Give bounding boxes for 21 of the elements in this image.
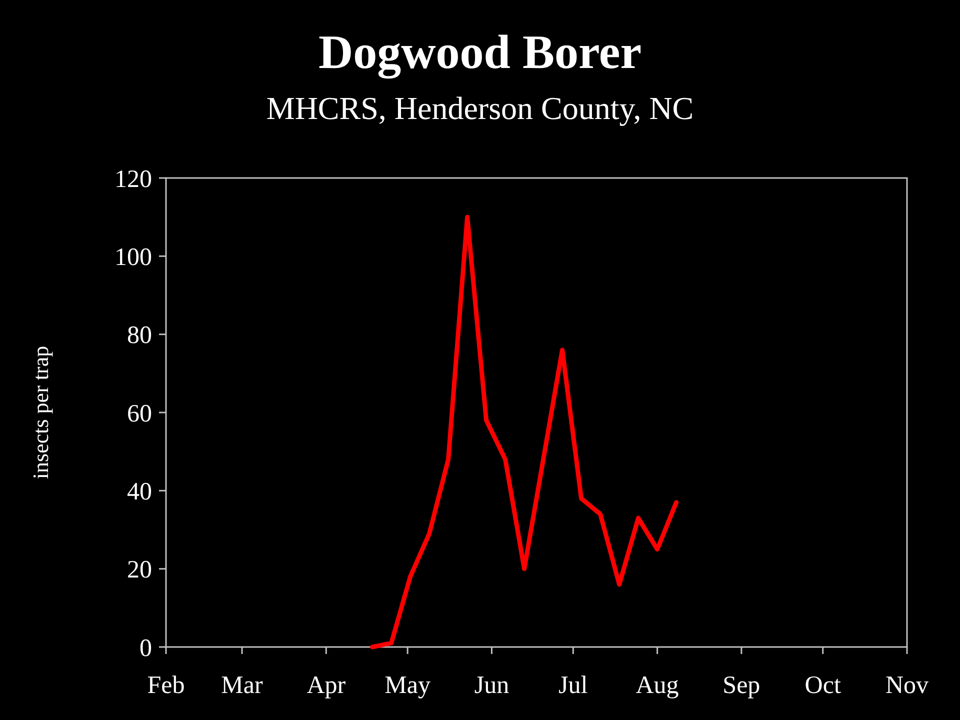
x-tick-label: Jul xyxy=(558,672,588,699)
x-tick-label: Apr xyxy=(306,672,346,699)
x-tick-label: Aug xyxy=(636,672,680,699)
y-tick-label: 20 xyxy=(127,556,152,584)
x-tick-label: Jun xyxy=(474,672,510,699)
x-tick-label: Mar xyxy=(221,672,264,699)
y-axis-title: insects per trap xyxy=(28,346,53,480)
x-tick-label: Nov xyxy=(885,672,930,699)
y-tick-label: 40 xyxy=(127,478,152,506)
chart-subtitle: MHCRS, Henderson County, NC xyxy=(266,90,694,126)
line-series xyxy=(370,214,679,650)
x-tick-label: Feb xyxy=(147,672,185,699)
y-tick-label: 0 xyxy=(140,634,152,662)
x-tick-label: Oct xyxy=(804,672,841,699)
chart-title: Dogwood Borer xyxy=(318,26,642,79)
y-tick-label: 120 xyxy=(114,166,152,193)
x-tick-label: May xyxy=(384,672,431,699)
y-tick-label: 80 xyxy=(127,322,152,350)
x-tick-label: Sep xyxy=(722,672,760,699)
y-tick-label: 100 xyxy=(114,244,152,271)
y-tick-label: 60 xyxy=(127,400,152,428)
